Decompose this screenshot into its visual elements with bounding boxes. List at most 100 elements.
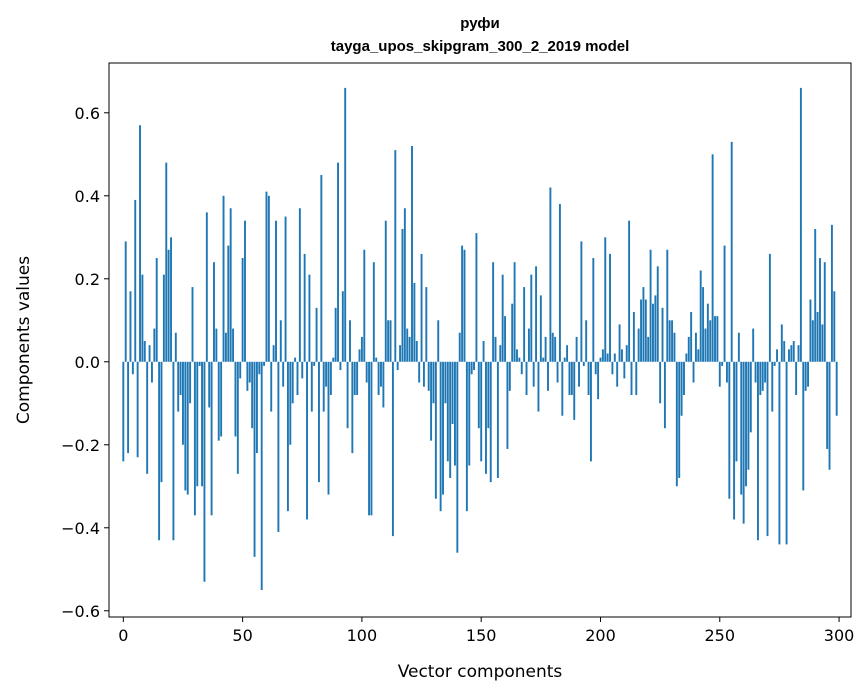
bar-243	[702, 287, 705, 362]
y-tick-label: −0.6	[61, 602, 100, 621]
bar-169	[525, 361, 528, 395]
bar-285	[802, 361, 805, 491]
bar-222	[652, 303, 654, 362]
bar-172	[532, 361, 535, 387]
bar-34	[203, 361, 206, 582]
bar-205	[611, 361, 614, 375]
bar-103	[368, 361, 371, 516]
bar-194	[585, 320, 588, 362]
bar-180	[551, 332, 554, 362]
bar-263	[749, 361, 752, 433]
bar-241	[697, 349, 700, 362]
bar-23	[177, 361, 180, 412]
bar-148	[475, 233, 478, 362]
bar-221	[649, 249, 652, 362]
bar-26	[184, 361, 187, 491]
bar-219	[644, 299, 647, 362]
bar-213	[630, 361, 633, 395]
bar-193	[582, 361, 585, 366]
bar-252	[723, 245, 726, 362]
bar-90	[337, 162, 339, 362]
bar-188	[570, 361, 573, 395]
bar-167	[520, 361, 523, 375]
bar-142	[461, 245, 464, 362]
bar-86	[327, 361, 330, 495]
bar-124	[418, 361, 421, 383]
bar-283	[797, 345, 800, 362]
bar-58	[260, 361, 263, 591]
bar-119	[406, 328, 409, 362]
bar-100	[360, 336, 363, 362]
bar-135	[444, 361, 447, 404]
bar-75	[301, 361, 304, 379]
bar-147	[473, 361, 475, 371]
bar-292	[819, 258, 821, 362]
bar-116	[399, 345, 402, 362]
bar-85	[325, 361, 328, 387]
bar-92	[341, 291, 344, 362]
bar-238	[690, 311, 693, 362]
bar-212	[628, 220, 631, 362]
bar-289	[811, 320, 814, 362]
bar-42	[222, 195, 225, 362]
bar-185	[563, 357, 566, 362]
bar-161	[506, 361, 509, 449]
bar-272	[771, 361, 774, 412]
bar-96	[351, 361, 354, 454]
bar-259	[740, 361, 743, 495]
bar-195	[587, 361, 590, 395]
bar-140	[456, 361, 459, 553]
bar-290	[814, 228, 817, 362]
bar-171	[530, 274, 533, 362]
bar-187	[568, 361, 571, 395]
bar-133	[439, 361, 442, 512]
bar-37	[210, 361, 213, 516]
bar-40	[217, 361, 220, 441]
bar-274	[776, 349, 778, 362]
bar-21	[172, 361, 175, 541]
bar-134	[442, 361, 444, 495]
bar-43	[224, 332, 227, 362]
bar-273	[773, 361, 776, 366]
bar-288	[809, 299, 812, 362]
bar-159	[501, 274, 504, 362]
bar-50	[241, 258, 244, 362]
y-tick-label: 0.4	[75, 187, 100, 206]
bar-83	[320, 175, 323, 362]
bar-196	[589, 361, 592, 462]
bar-62	[270, 361, 273, 412]
bar-157	[496, 361, 499, 478]
bar-211	[625, 345, 628, 362]
bar-39	[215, 328, 218, 362]
bar-186	[566, 345, 569, 362]
bar-17	[162, 274, 165, 362]
bar-112	[389, 320, 392, 362]
bar-12	[150, 361, 153, 383]
bar-200	[599, 357, 602, 362]
bar-215	[635, 361, 638, 395]
bar-279	[788, 349, 790, 362]
bar-15	[158, 361, 161, 541]
bar-30	[193, 361, 196, 516]
x-tick-label: 100	[347, 626, 378, 645]
bar-81	[315, 307, 318, 362]
bar-4	[131, 361, 134, 375]
bar-261	[745, 361, 747, 487]
bar-79	[310, 361, 313, 412]
bar-197	[592, 258, 595, 362]
bar-198	[594, 361, 597, 375]
bar-286	[804, 361, 807, 391]
bar-275	[778, 361, 781, 545]
bar-271	[768, 253, 771, 362]
bar-64	[275, 220, 277, 362]
bar-154	[489, 361, 492, 483]
bar-240	[694, 332, 697, 362]
bar-27	[186, 361, 189, 495]
bar-10	[146, 361, 149, 474]
bar-235	[683, 361, 685, 395]
bar-160	[504, 316, 507, 362]
bar-130	[432, 361, 435, 404]
bar-105	[372, 262, 375, 362]
bar-128	[427, 361, 430, 391]
bar-248	[714, 316, 716, 362]
